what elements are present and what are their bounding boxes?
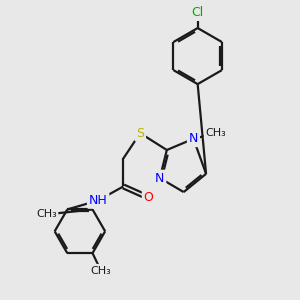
Text: Cl: Cl xyxy=(191,6,204,19)
Text: S: S xyxy=(136,127,144,140)
Text: O: O xyxy=(144,191,154,204)
Text: NH: NH xyxy=(89,194,107,207)
Text: CH₃: CH₃ xyxy=(36,209,57,220)
Text: N: N xyxy=(189,132,198,145)
Text: N: N xyxy=(155,172,164,184)
Text: CH₃: CH₃ xyxy=(206,128,226,138)
Text: CH₃: CH₃ xyxy=(91,266,111,276)
